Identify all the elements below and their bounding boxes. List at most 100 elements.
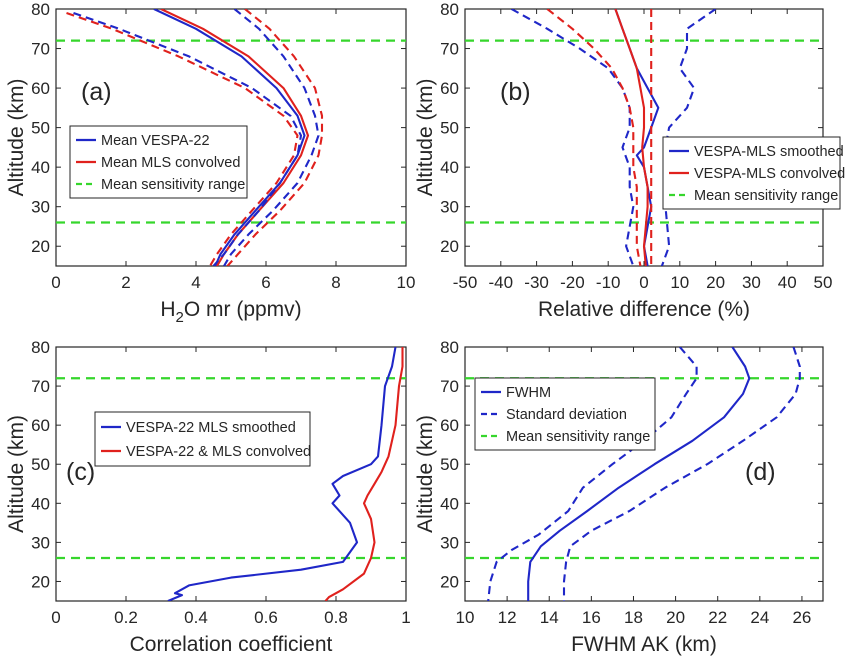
- x-tick-label: 50: [814, 273, 833, 292]
- x-tick-label: -20: [560, 273, 585, 292]
- x-tick-label: 26: [792, 608, 811, 627]
- x-tick-label: -30: [524, 273, 549, 292]
- series-line-1: [167, 347, 397, 601]
- plot-area: [56, 347, 406, 601]
- panel-d: 10 12 14 16 18 20 22 24 26 20 30 40 50 60 70 80 FWHM AK …: [414, 338, 824, 656]
- x-tick-label: 0: [51, 608, 60, 627]
- x-tick-label: 4: [191, 273, 200, 292]
- legend-entry: FWHM: [506, 385, 551, 401]
- y-tick-label: 80: [31, 338, 50, 357]
- y-tick-label: 70: [440, 40, 459, 59]
- y-tick-label: 50: [440, 455, 459, 474]
- x-axis-label: H2O mr (ppmv): [160, 298, 301, 326]
- legend-entry: Mean sensitivity range: [694, 188, 838, 204]
- series-line-2: [487, 347, 698, 601]
- x-tick-label: 12: [498, 608, 517, 627]
- x-tick-label: 20: [666, 608, 685, 627]
- y-axis-label: Altitude (km): [5, 79, 28, 197]
- axes-box: [464, 346, 824, 602]
- y-tick-label: 50: [31, 119, 50, 138]
- y-tick-label: 20: [31, 572, 50, 591]
- y-tick-label: 60: [440, 79, 459, 98]
- y-tick-label: 40: [31, 158, 50, 177]
- legend-box: [69, 125, 248, 199]
- y-tick-label: 20: [31, 237, 50, 256]
- series-line-3: [562, 347, 801, 601]
- x-tick-label: -50: [453, 273, 478, 292]
- x-tick-label: 10: [456, 608, 475, 627]
- panel-b: -50 -40 -30 -20 -10 0 10 20 30 40 50 20 30 40 50 60 70 80…: [414, 0, 845, 321]
- y-tick-label: 30: [440, 198, 459, 217]
- x-tick-label: 0: [51, 273, 60, 292]
- x-tick-label: 30: [742, 273, 761, 292]
- x-tick-label: 0: [639, 273, 648, 292]
- x-tick-label: 18: [624, 608, 643, 627]
- y-tick-label: 30: [440, 533, 459, 552]
- y-tick-label: 80: [440, 338, 459, 357]
- y-tick-label: 80: [31, 0, 50, 19]
- y-tick-label: 60: [31, 416, 50, 435]
- y-tick-label: 20: [440, 572, 459, 591]
- y-axis-label: Altitude (km): [5, 415, 28, 533]
- x-tick-label: 10: [670, 273, 689, 292]
- x-tick-label: 6: [261, 273, 270, 292]
- panel-label: (d): [745, 458, 776, 486]
- legend-entry: Mean VESPA-22: [101, 133, 210, 149]
- legend: VESPA-MLS smoothed VESPA-MLS convolved Mea…: [662, 136, 845, 210]
- y-tick-label: 50: [31, 455, 50, 474]
- series-line-2: [324, 347, 404, 601]
- x-tick-label: 2: [121, 273, 130, 292]
- x-axis-label: FWHM AK (km): [571, 633, 717, 656]
- x-tick-label: 10: [397, 273, 416, 292]
- legend-entry: VESPA-22 MLS smoothed: [126, 420, 296, 436]
- x-tick-label: 0.4: [184, 608, 208, 627]
- x-tick-label: 8: [331, 273, 340, 292]
- series-line-3: [510, 9, 635, 266]
- y-tick-label: 30: [31, 198, 50, 217]
- axes-box: [55, 346, 407, 602]
- x-tick-label: 14: [540, 608, 559, 627]
- panel-label: (a): [81, 78, 112, 106]
- legend: Mean VESPA-22 Mean MLS convolved Mean sens…: [69, 125, 248, 199]
- plot-area: [56, 9, 406, 266]
- x-axis-label: Relative difference (%): [538, 298, 750, 321]
- x-tick-label: 24: [750, 608, 769, 627]
- plot-area: [465, 9, 823, 266]
- legend-entry: VESPA-MLS convolved: [694, 166, 845, 182]
- legend-entry: Mean sensitivity range: [101, 177, 245, 193]
- y-tick-label: 50: [440, 119, 459, 138]
- axes-box: [55, 8, 407, 267]
- series-line-3: [73, 12, 303, 266]
- y-tick-label: 70: [440, 377, 459, 396]
- y-tick-label: 70: [31, 40, 50, 59]
- x-tick-label: 22: [708, 608, 727, 627]
- x-tick-label: 0.8: [324, 608, 348, 627]
- x-tick-label: -40: [489, 273, 514, 292]
- x-tick-label: 1: [401, 608, 410, 627]
- x-axis-label: Correlation coefficient: [130, 633, 333, 656]
- panel-label: (b): [500, 78, 531, 106]
- x-tick-label: -10: [596, 273, 621, 292]
- y-tick-label: 70: [31, 377, 50, 396]
- legend-entry: Mean sensitivity range: [506, 429, 650, 445]
- x-tick-label: 20: [706, 273, 725, 292]
- panel-a: 0 2 4 6 8 10 20 30 40 50 60 70 80 H2O mr (ppmv) Altitu…: [5, 0, 415, 326]
- legend-entry: VESPA-MLS smoothed: [694, 144, 844, 160]
- y-tick-label: 40: [440, 158, 459, 177]
- x-tick-label: 0.2: [114, 608, 138, 627]
- legend-entry: VESPA-22 & MLS convolved: [126, 444, 311, 460]
- series-line-1: [153, 9, 306, 266]
- series-line-1: [527, 347, 751, 601]
- legend: VESPA-22 MLS smoothed VESPA-22 & MLS conv…: [94, 411, 311, 467]
- x-tick-label: 16: [582, 608, 601, 627]
- y-tick-label: 30: [31, 533, 50, 552]
- y-axis-label: Altitude (km): [414, 79, 437, 197]
- plot-area: [465, 347, 823, 601]
- series-line-4: [66, 12, 299, 266]
- legend-entry: Standard deviation: [506, 407, 627, 423]
- legend-box: [662, 136, 841, 210]
- legend-box: [474, 377, 656, 451]
- y-tick-label: 80: [440, 0, 459, 19]
- series-line-4: [660, 9, 717, 266]
